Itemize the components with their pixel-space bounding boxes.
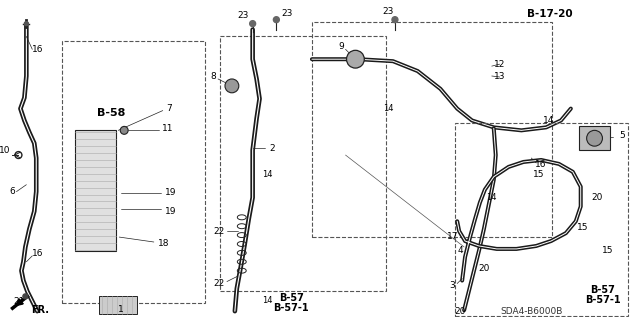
Bar bbox=[99, 296, 137, 314]
Text: 14: 14 bbox=[262, 296, 273, 305]
Circle shape bbox=[23, 294, 28, 299]
Text: 18: 18 bbox=[158, 240, 170, 249]
Bar bbox=[455, 123, 628, 316]
Bar bbox=[312, 22, 552, 237]
Circle shape bbox=[273, 17, 279, 23]
Text: 15: 15 bbox=[577, 223, 588, 232]
Text: B-58: B-58 bbox=[97, 108, 125, 118]
Text: 14: 14 bbox=[262, 170, 273, 179]
Text: 4: 4 bbox=[458, 246, 463, 256]
Circle shape bbox=[250, 21, 255, 26]
Text: 7: 7 bbox=[166, 104, 172, 113]
Bar bbox=[579, 126, 611, 150]
Text: 22: 22 bbox=[214, 279, 225, 288]
Text: 2: 2 bbox=[269, 144, 275, 152]
Text: B-17-20: B-17-20 bbox=[527, 9, 573, 19]
Circle shape bbox=[24, 22, 28, 26]
Text: 14: 14 bbox=[486, 193, 497, 202]
Text: 19: 19 bbox=[165, 188, 177, 197]
Text: 16: 16 bbox=[31, 249, 43, 258]
Text: 23: 23 bbox=[382, 7, 394, 16]
Text: 20: 20 bbox=[454, 307, 466, 316]
Text: 14: 14 bbox=[543, 116, 555, 125]
Circle shape bbox=[587, 130, 602, 146]
Text: 17: 17 bbox=[447, 232, 458, 241]
Text: 6: 6 bbox=[10, 187, 15, 196]
Text: 23: 23 bbox=[237, 11, 248, 20]
Text: 8: 8 bbox=[211, 71, 216, 80]
Text: 20: 20 bbox=[478, 264, 490, 273]
Circle shape bbox=[392, 17, 398, 23]
Text: B-57-1: B-57-1 bbox=[584, 295, 620, 305]
Text: 21: 21 bbox=[14, 297, 25, 306]
Text: 16: 16 bbox=[31, 45, 43, 54]
Text: 15: 15 bbox=[532, 170, 544, 179]
Text: B-57: B-57 bbox=[279, 293, 303, 303]
Text: FR.: FR. bbox=[31, 305, 49, 315]
Text: 10: 10 bbox=[0, 145, 10, 155]
Text: 15: 15 bbox=[602, 246, 613, 256]
Text: 20: 20 bbox=[592, 193, 603, 202]
Circle shape bbox=[225, 79, 239, 93]
Text: 14: 14 bbox=[383, 104, 393, 113]
Text: SDA4-B6000B: SDA4-B6000B bbox=[500, 307, 563, 316]
Text: 12: 12 bbox=[494, 60, 506, 69]
Text: 13: 13 bbox=[494, 72, 506, 81]
Text: B-57: B-57 bbox=[590, 286, 615, 295]
Text: B-57-1: B-57-1 bbox=[273, 303, 309, 313]
Text: 9: 9 bbox=[339, 42, 344, 51]
Text: 23: 23 bbox=[282, 9, 293, 18]
Text: 3: 3 bbox=[449, 281, 455, 290]
Circle shape bbox=[346, 50, 364, 68]
Text: 11: 11 bbox=[162, 124, 173, 133]
Bar bbox=[75, 130, 116, 251]
Text: 22: 22 bbox=[214, 226, 225, 236]
Text: 19: 19 bbox=[165, 207, 177, 216]
Text: 5: 5 bbox=[620, 131, 625, 140]
Text: 1: 1 bbox=[118, 305, 124, 314]
Circle shape bbox=[120, 126, 128, 134]
Bar bbox=[220, 36, 386, 292]
Bar bbox=[62, 41, 205, 303]
Text: 16: 16 bbox=[536, 160, 547, 169]
